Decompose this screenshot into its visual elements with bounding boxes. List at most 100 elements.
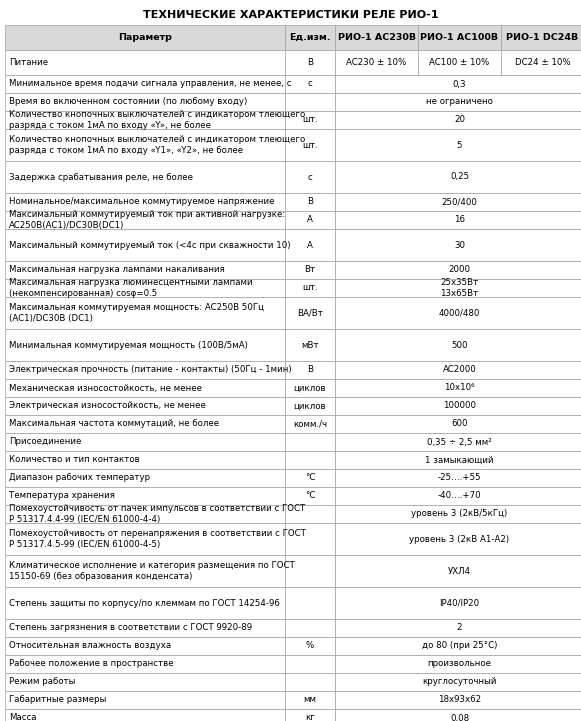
Bar [5, 397, 285, 415]
Bar [285, 129, 335, 161]
Text: Масса: Масса [9, 714, 37, 721]
Text: шт.: шт. [302, 115, 318, 125]
Text: А: А [307, 216, 313, 224]
Bar [335, 555, 581, 587]
Bar [5, 361, 285, 379]
Text: DC24 ± 10%: DC24 ± 10% [515, 58, 571, 67]
Bar [335, 523, 581, 555]
Bar [5, 691, 285, 709]
Bar [5, 279, 285, 297]
Bar [335, 93, 581, 111]
Text: 25х35Вт
13х65Вт: 25х35Вт 13х65Вт [440, 278, 479, 298]
Text: 10х10⁶: 10х10⁶ [444, 384, 475, 392]
Text: Габаритные размеры: Габаритные размеры [9, 696, 106, 704]
Text: 18х93х62: 18х93х62 [438, 696, 481, 704]
Bar [335, 709, 581, 721]
Text: Максимальный коммутируемый ток при активной нагрузке:
AC250В(AC1)/DC30В(DC1): Максимальный коммутируемый ток при актив… [9, 210, 285, 230]
Bar [501, 25, 581, 50]
Text: Присоединение: Присоединение [9, 438, 81, 446]
Text: Диапазон рабочих температур: Диапазон рабочих температур [9, 474, 150, 482]
Bar [5, 297, 285, 329]
Text: РИО-1 DC24В: РИО-1 DC24В [507, 33, 579, 42]
Text: Относительная влажность воздуха: Относительная влажность воздуха [9, 642, 171, 650]
Bar [285, 161, 335, 193]
Bar [335, 361, 581, 379]
Text: РИО-1 AC230В: РИО-1 AC230В [338, 33, 415, 42]
Text: 20: 20 [454, 115, 465, 125]
Bar [5, 193, 285, 211]
Bar [335, 673, 581, 691]
Text: Максимальная нагрузка люминесцентными лампами
(некомпенсированная) cosφ=0.5: Максимальная нагрузка люминесцентными ла… [9, 278, 253, 298]
Text: шт.: шт. [302, 141, 318, 149]
Text: мВт: мВт [301, 340, 319, 350]
Bar [285, 93, 335, 111]
Text: 0,35 ÷ 2,5 мм²: 0,35 ÷ 2,5 мм² [427, 438, 492, 446]
Bar [285, 487, 335, 505]
Text: 1 замыкающий: 1 замыкающий [425, 456, 494, 464]
Bar [335, 637, 581, 655]
Text: 30: 30 [454, 241, 465, 249]
Bar [5, 505, 285, 523]
Bar [335, 469, 581, 487]
Bar [418, 25, 501, 50]
Text: Ед.изм.: Ед.изм. [289, 33, 331, 42]
Text: °C: °C [305, 492, 315, 500]
Text: Время во включенном состоянии (по любому входу): Время во включенном состоянии (по любому… [9, 97, 248, 107]
Bar [285, 361, 335, 379]
Text: В: В [307, 198, 313, 206]
Text: Минимальная коммутируемая мощность (100В/5мА): Минимальная коммутируемая мощность (100В… [9, 340, 248, 350]
Text: А: А [307, 241, 313, 249]
Bar [5, 229, 285, 261]
Bar [5, 555, 285, 587]
Text: Максимальная нагрузка лампами накаливания: Максимальная нагрузка лампами накаливани… [9, 265, 225, 275]
Text: -40….+70: -40….+70 [437, 492, 481, 500]
Text: Температура хранения: Температура хранения [9, 492, 115, 500]
Bar [335, 161, 581, 193]
Text: В: В [307, 366, 313, 374]
Text: Минимальное время подачи сигнала управления, не менее, с: Минимальное время подачи сигнала управле… [9, 79, 292, 89]
Bar [285, 397, 335, 415]
Bar [335, 25, 418, 50]
Text: Максимальный коммутируемый ток (<4с при скважности 10): Максимальный коммутируемый ток (<4с при … [9, 241, 290, 249]
Bar [285, 193, 335, 211]
Bar [335, 379, 581, 397]
Text: 600: 600 [451, 420, 468, 428]
Bar [335, 75, 581, 93]
Bar [285, 709, 335, 721]
Bar [5, 637, 285, 655]
Bar [285, 673, 335, 691]
Text: не ограничено: не ограничено [426, 97, 493, 107]
Text: В: В [307, 58, 313, 67]
Bar [5, 329, 285, 361]
Bar [335, 397, 581, 415]
Text: ВА/Вт: ВА/Вт [297, 309, 323, 317]
Text: -25….+55: -25….+55 [437, 474, 481, 482]
Text: уровень 3 (2кВ А1-А2): уровень 3 (2кВ А1-А2) [410, 534, 510, 544]
Bar [5, 433, 285, 451]
Text: Питание: Питание [9, 58, 48, 67]
Bar [5, 261, 285, 279]
Bar [5, 25, 285, 50]
Bar [335, 451, 581, 469]
Bar [285, 655, 335, 673]
Text: 0,3: 0,3 [453, 79, 467, 89]
Bar [5, 75, 285, 93]
Bar [335, 505, 581, 523]
Text: Максимальная частота коммутаций, не более: Максимальная частота коммутаций, не боле… [9, 420, 219, 428]
Bar [335, 111, 581, 129]
Bar [5, 415, 285, 433]
Text: Количество кнопочных выключателей с индикатором тлеющего
разряда с током 1мА по : Количество кнопочных выключателей с инди… [9, 110, 305, 130]
Text: Степень загрязнения в соответствии с ГОСТ 9920-89: Степень загрязнения в соответствии с ГОС… [9, 624, 252, 632]
Bar [5, 673, 285, 691]
Text: Механическая износостойкость, не менее: Механическая износостойкость, не менее [9, 384, 202, 392]
Text: с: с [307, 172, 313, 182]
Bar [285, 111, 335, 129]
Text: %: % [306, 642, 314, 650]
Text: Режим работы: Режим работы [9, 678, 76, 686]
Bar [5, 487, 285, 505]
Bar [5, 50, 285, 75]
Text: Электрическая прочность (питание - контакты) (50Гц - 1мин): Электрическая прочность (питание - конта… [9, 366, 292, 374]
Bar [285, 451, 335, 469]
Bar [5, 523, 285, 555]
Bar [418, 50, 501, 75]
